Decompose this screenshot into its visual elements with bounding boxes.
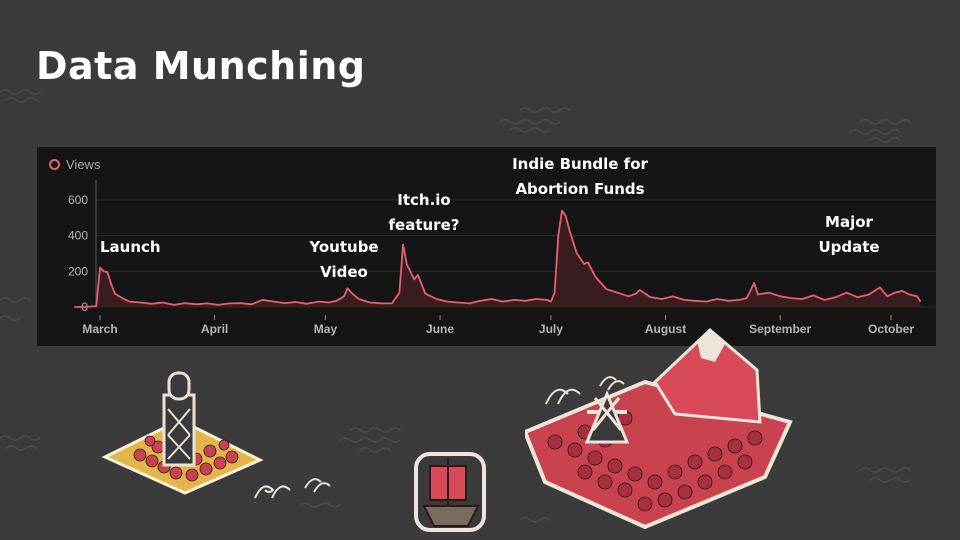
x-tick-label: October [868, 322, 914, 336]
annotation-indie-bundle: Indie Bundle for Abortion Funds [505, 152, 655, 202]
tower-island-illustration [101, 371, 264, 495]
annotation-indie-line2: Abortion Funds [515, 180, 645, 198]
annotation-launch-text: Launch [100, 238, 161, 256]
series-area-views [74, 210, 921, 307]
x-tick-label: April [201, 322, 228, 336]
forest-mountain-island-illustration [525, 327, 793, 530]
x-tick-label: March [82, 322, 117, 336]
boat-illustration [414, 452, 486, 532]
x-tick-label: June [426, 322, 454, 336]
series-line-views [74, 209, 922, 308]
wave-icon [254, 478, 331, 499]
annotation-youtube-line2: Video [320, 263, 368, 281]
slide-title: Data Munching [36, 44, 366, 88]
annotation-indie-line1: Indie Bundle for [512, 155, 648, 173]
annotation-major-update: Major Update [815, 210, 883, 260]
x-tick-label: July [539, 322, 563, 336]
x-tick-label: September [749, 322, 811, 336]
annotation-launch: Launch [100, 235, 161, 260]
x-tick-label: May [314, 322, 338, 336]
y-tick-label: 600 [68, 193, 88, 207]
chart-legend[interactable]: Views [49, 157, 100, 172]
chart-panel: 0 200 400 600 March April May June July August Sep… [37, 147, 936, 346]
annotation-itch-line1: Itch.io [397, 191, 451, 209]
x-tick-label: August [645, 322, 686, 336]
annotation-itch-line2: feature? [388, 216, 460, 234]
legend-marker-icon [49, 159, 60, 170]
annotation-youtube: Youtube Video [308, 235, 380, 285]
wave-icon [545, 376, 625, 405]
annotation-itch: Itch.io feature? [384, 188, 464, 238]
annotation-major-line1: Major [825, 213, 873, 231]
y-tick-label: 200 [68, 264, 88, 278]
annotation-major-line2: Update [818, 238, 880, 256]
legend-label: Views [66, 157, 101, 172]
annotation-youtube-line1: Youtube [309, 238, 379, 256]
y-tick-label: 400 [68, 229, 88, 243]
